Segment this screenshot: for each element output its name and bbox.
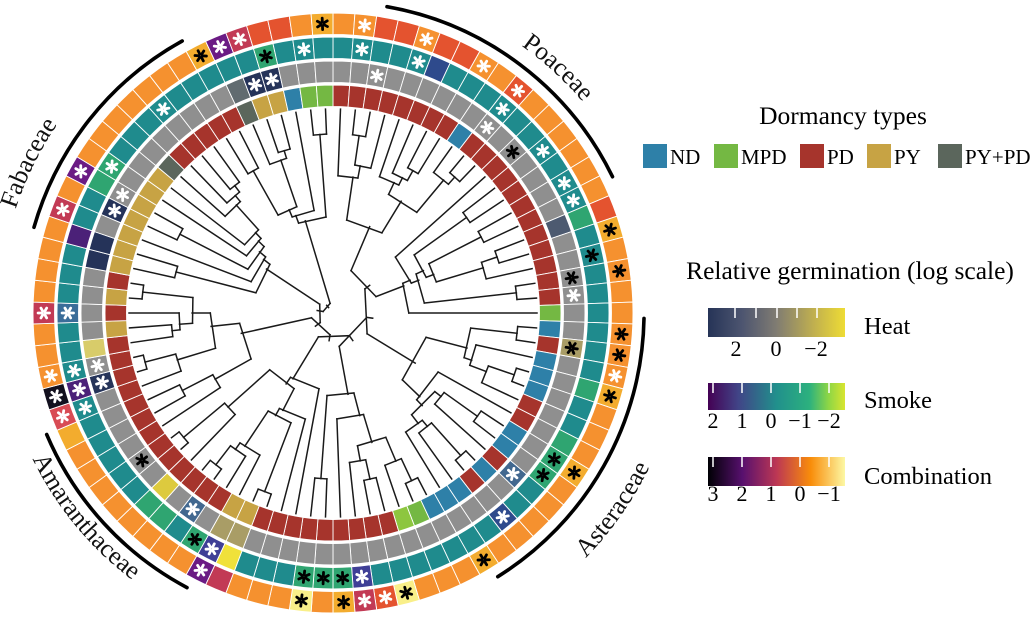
svg-text:−2: −2	[817, 408, 840, 433]
svg-text:−1: −1	[817, 481, 840, 506]
svg-text:Heat: Heat	[864, 313, 910, 340]
svg-text:−1: −1	[788, 408, 811, 433]
svg-text:Dormancy types: Dormancy types	[759, 101, 927, 130]
svg-text:1: 1	[737, 408, 748, 433]
svg-text:2: 2	[737, 481, 748, 506]
svg-text:0: 0	[766, 408, 777, 433]
svg-text:ND: ND	[670, 145, 700, 169]
svg-text:PD: PD	[827, 145, 854, 169]
svg-text:2: 2	[731, 336, 742, 361]
svg-text:MPD: MPD	[741, 145, 787, 169]
svg-text:PY: PY	[894, 145, 921, 169]
svg-text:Smoke: Smoke	[864, 387, 932, 414]
svg-text:−2: −2	[804, 336, 827, 361]
svg-text:3: 3	[708, 481, 719, 506]
svg-text:0: 0	[795, 481, 806, 506]
svg-text:0: 0	[771, 336, 782, 361]
svg-text:PY+PD: PY+PD	[965, 145, 1031, 169]
svg-text:1: 1	[766, 481, 777, 506]
svg-text:Relative germination (log scal: Relative germination (log scale)	[686, 256, 1014, 285]
svg-text:Combination: Combination	[864, 463, 992, 490]
svg-text:2: 2	[708, 408, 719, 433]
